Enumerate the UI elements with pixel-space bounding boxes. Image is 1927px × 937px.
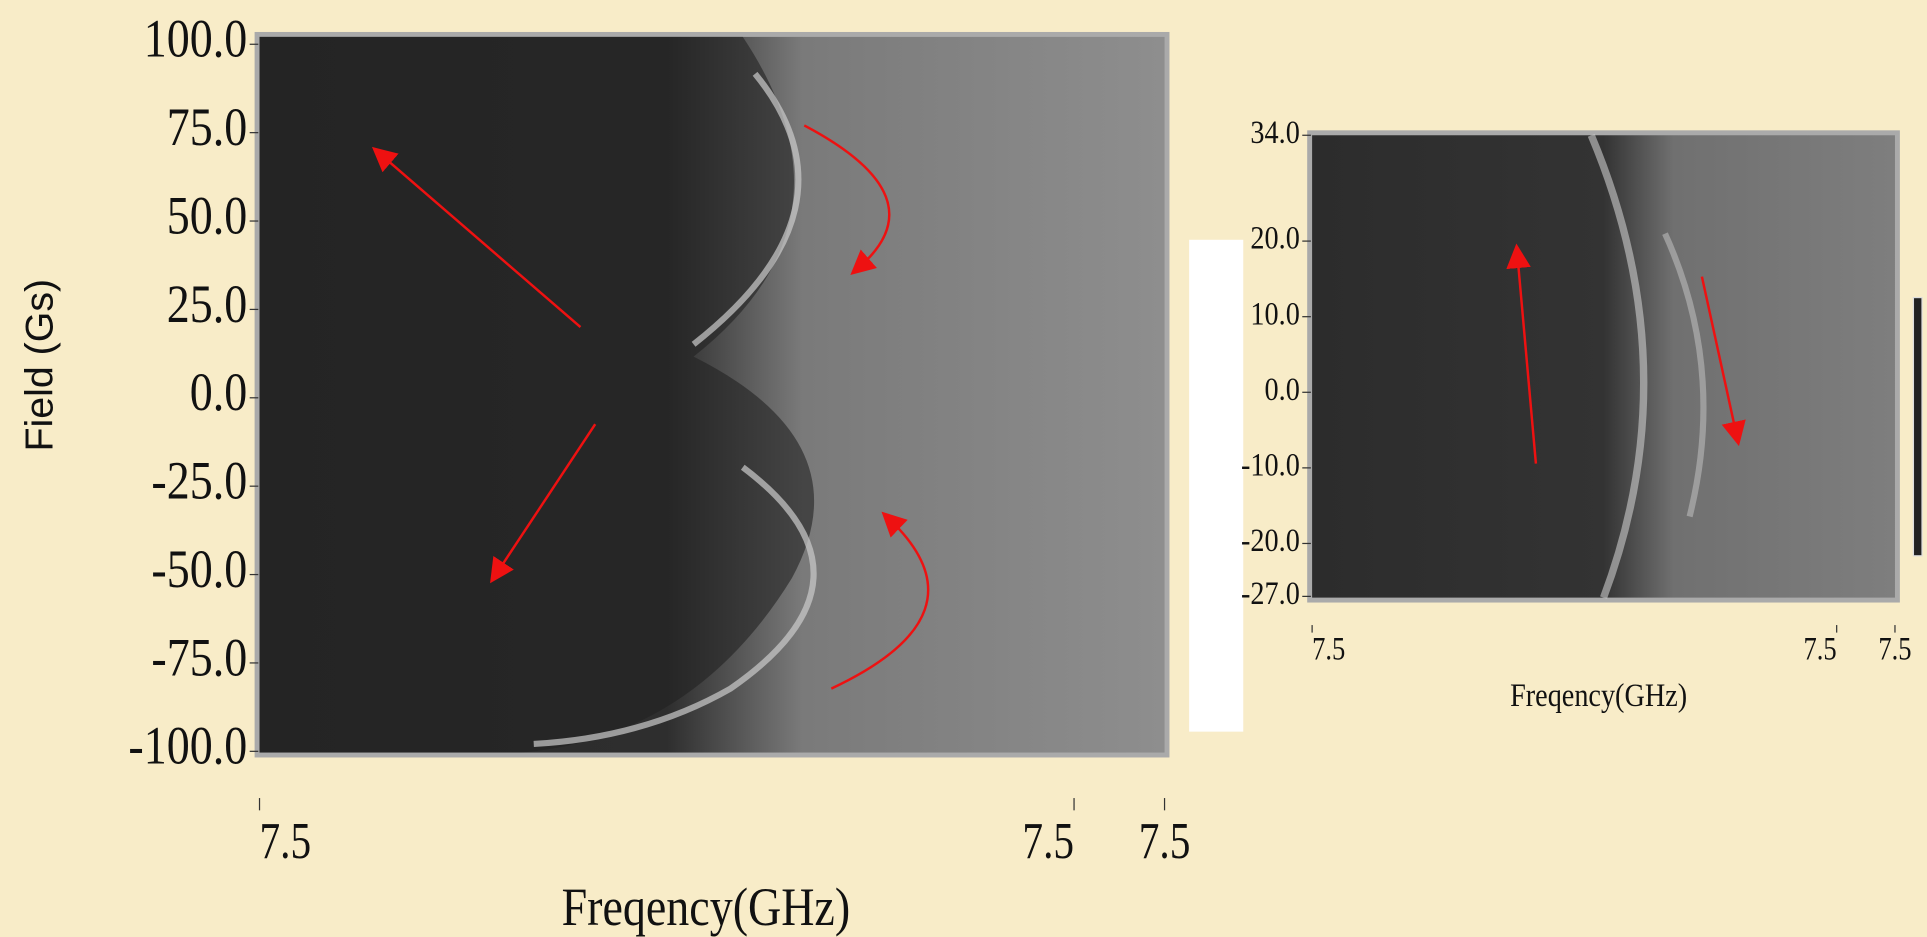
x-tick-label: 7.5 [1312, 630, 1345, 668]
y-tick-label: 50.0 [167, 185, 247, 245]
annotations [1506, 243, 1746, 464]
y-tick-label: 0.0 [190, 362, 247, 422]
colorbar-edge [1912, 296, 1923, 557]
y-tick-label: 100.0 [144, 8, 247, 68]
y-axis-label: Field (Gs) [17, 279, 61, 452]
arrow [830, 511, 930, 690]
y-tick-label: 25.0 [167, 273, 247, 333]
bright-band [1587, 133, 1648, 599]
plot-image [1312, 135, 1895, 598]
arrow [803, 124, 891, 275]
arrow [1506, 243, 1538, 464]
annotations [371, 124, 930, 690]
x-axis-label: Freqency(GHz) [562, 876, 851, 936]
y-tick-label: -20.0 [1241, 522, 1300, 559]
y-tick-label: -25.0 [151, 450, 247, 510]
bright-band [533, 71, 817, 748]
x-tick-label: 7.5 [1878, 630, 1911, 668]
x-axis-label: Freqency(GHz) [1510, 677, 1687, 714]
arrow [1700, 276, 1746, 447]
y-tick-label: 10.0 [1250, 295, 1299, 332]
y-tick-label: -50.0 [151, 538, 247, 598]
y-tick-label: 0.0 [1265, 371, 1300, 408]
arrow [490, 423, 597, 584]
x-tick-label: 7.5 [1803, 630, 1836, 668]
dark-region [259, 36, 815, 753]
x-tick-label: 7.5 [1022, 813, 1074, 870]
y-tick-label: 20.0 [1250, 220, 1299, 257]
arrow [371, 146, 582, 329]
y-tick-label: -100.0 [128, 715, 247, 775]
y-tick-label: 34.0 [1250, 114, 1299, 151]
x-tick-label: 7.5 [1139, 813, 1191, 870]
y-tick-label: -10.0 [1241, 446, 1300, 483]
bright-band [1662, 232, 1707, 518]
y-tick-label: -27.0 [1241, 575, 1300, 612]
y-tick-label: -75.0 [151, 627, 247, 687]
y-tick-label: 75.0 [167, 97, 247, 157]
panel [1189, 239, 1244, 732]
x-tick-label: 7.5 [260, 813, 312, 870]
